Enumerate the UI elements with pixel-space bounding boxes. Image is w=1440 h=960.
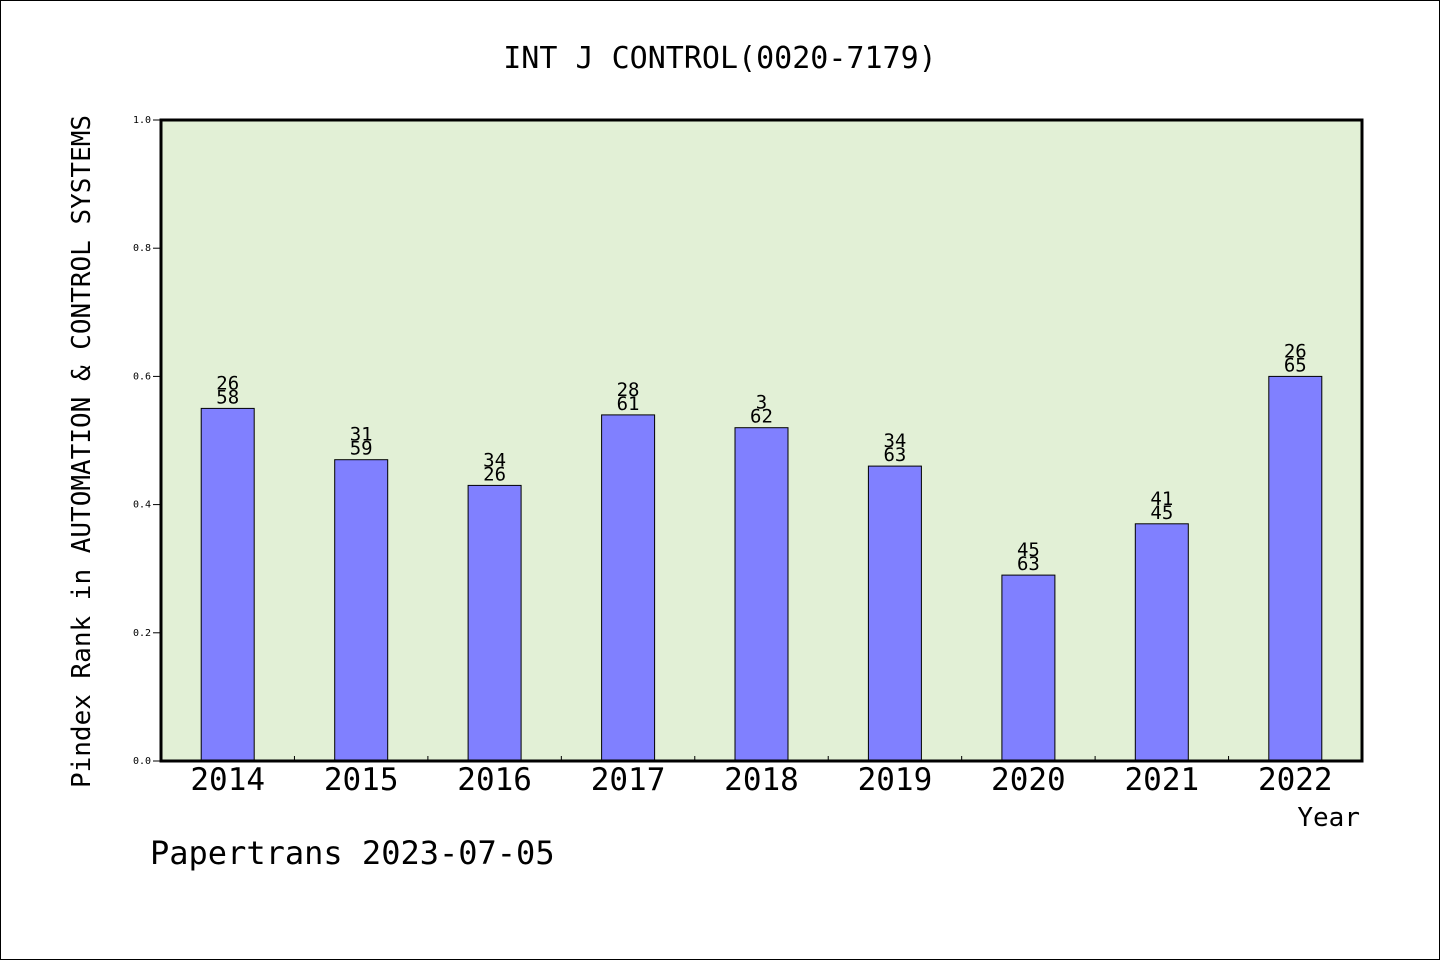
bars-group bbox=[200, 375, 1323, 762]
y-tick-label-0.0: 0.0 bbox=[133, 756, 151, 767]
bar-2018 bbox=[734, 427, 789, 762]
bar-2014 bbox=[200, 407, 255, 762]
x-tick-label-2021: 2021 bbox=[1125, 762, 1200, 798]
bar-label-top-2019: 34 bbox=[883, 430, 906, 452]
bar-label-bottom-2018: 62 bbox=[750, 406, 773, 428]
x-tick-label-2018: 2018 bbox=[724, 762, 799, 798]
y-tick-label-1.0: 1.0 bbox=[133, 115, 151, 126]
bar-label-top-2017: 28 bbox=[617, 379, 640, 401]
y-tick-label-0.4: 0.4 bbox=[133, 500, 151, 511]
bar-label-bottom-2021: 45 bbox=[1150, 502, 1173, 524]
footer-credit: Papertrans 2023-07-05 bbox=[150, 834, 555, 872]
bar-label-top-2014: 26 bbox=[216, 372, 239, 394]
bar-label-top-2020: 45 bbox=[1017, 539, 1040, 561]
bar-2015 bbox=[334, 459, 389, 762]
bar-2019 bbox=[867, 465, 922, 762]
x-tick-label-2017: 2017 bbox=[591, 762, 666, 798]
x-axis-label: Year bbox=[1297, 803, 1360, 833]
y-tick-label-0.8: 0.8 bbox=[133, 243, 151, 254]
bar-label-bottom-2020: 63 bbox=[1017, 553, 1040, 575]
bar-label-top-2015: 31 bbox=[350, 424, 373, 446]
bar-label-bottom-2019: 63 bbox=[883, 444, 906, 466]
y-tick-label-0.6: 0.6 bbox=[133, 371, 151, 382]
bar-2016 bbox=[467, 484, 522, 762]
x-tick-label-2019: 2019 bbox=[858, 762, 933, 798]
bar-label-top-2022: 26 bbox=[1284, 340, 1307, 362]
x-tick-label-2016: 2016 bbox=[457, 762, 532, 798]
bar-label-top-2021: 41 bbox=[1150, 488, 1173, 510]
bar-2020 bbox=[1001, 574, 1056, 762]
y-axis: 0.0 0.2 0.4 0.6 0.8 1.0 bbox=[133, 115, 161, 767]
x-tick-label-2022: 2022 bbox=[1258, 762, 1333, 798]
x-tick-label-2020: 2020 bbox=[991, 762, 1066, 798]
chart-title: INT J CONTROL(0020-7179) bbox=[503, 41, 936, 76]
bar-label-top-2018: 3 bbox=[756, 392, 767, 414]
x-tick-label-2015: 2015 bbox=[324, 762, 399, 798]
bar-2022 bbox=[1268, 375, 1323, 762]
bar-label-bottom-2014: 58 bbox=[216, 386, 239, 408]
y-axis-label: Pindex Rank in AUTOMATION & CONTROL SYST… bbox=[67, 115, 97, 788]
bar-label-top-2016: 34 bbox=[483, 449, 506, 471]
x-axis: 2014 2015 2016 2017 2018 2019 2020 2021 2022 bbox=[190, 756, 1333, 798]
bar-2017 bbox=[601, 414, 656, 762]
bar-label-bottom-2022: 65 bbox=[1284, 354, 1307, 376]
x-tick-label-2014: 2014 bbox=[190, 762, 265, 798]
plot-border bbox=[159, 118, 1364, 763]
bar-label-bottom-2016: 26 bbox=[483, 463, 506, 485]
bar-label-bottom-2015: 59 bbox=[350, 438, 373, 460]
bar-2021 bbox=[1134, 523, 1189, 762]
bar-label-bottom-2017: 61 bbox=[617, 393, 640, 415]
y-tick-label-0.2: 0.2 bbox=[133, 628, 151, 639]
